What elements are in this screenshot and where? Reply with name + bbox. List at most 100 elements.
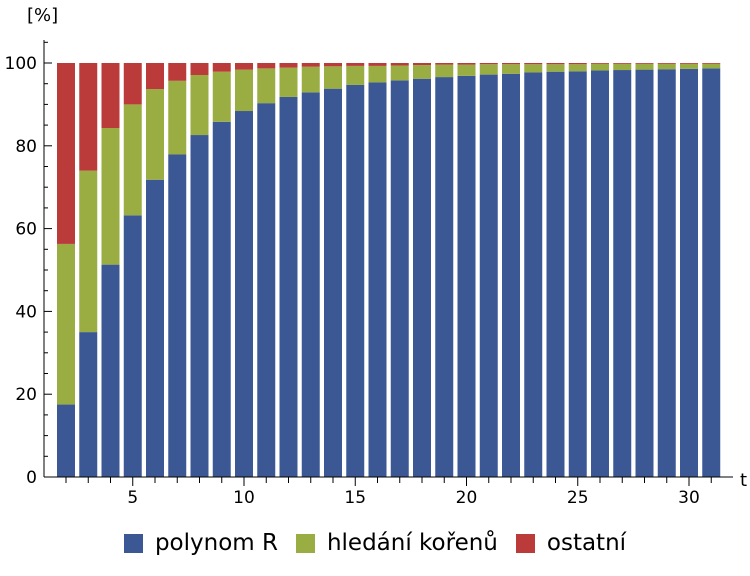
bar-polynom-r-18 — [413, 78, 431, 477]
bar-polynom-r-2 — [57, 404, 75, 477]
bar-ostatní-18 — [413, 63, 431, 66]
bar-polynom-r-8 — [190, 135, 209, 478]
bar-polynom-r-6 — [146, 179, 164, 477]
x-tick-label-15: 15 — [344, 488, 366, 508]
bar-hledání-kořenů-28 — [635, 63, 654, 70]
bar-polynom-r-28 — [635, 69, 654, 478]
bar-hledání-kořenů-12 — [279, 67, 298, 97]
bar-hledání-kořenů-25 — [568, 64, 587, 72]
bar-hledání-kořenů-7 — [168, 80, 187, 155]
bar-hledání-kořenů-9 — [212, 71, 231, 122]
legend-swatch-polynom-r — [123, 533, 143, 553]
bar-hledání-kořenů-4 — [101, 128, 120, 265]
y-tick-label-100: 100 — [5, 54, 37, 74]
legend-swatch-hledani-korenu — [295, 533, 315, 553]
bar-polynom-r-29 — [657, 69, 676, 478]
bar-hledání-kořenů-21 — [479, 64, 498, 75]
bar-ostatní-25 — [568, 63, 587, 65]
bar-ostatní-8 — [190, 63, 209, 76]
x-tick-label-25: 25 — [567, 488, 589, 508]
axes-group: 0 20 40 60 80 100 5 10 15 20 25 30 — [5, 40, 733, 508]
bar-ostatní-3 — [79, 63, 98, 171]
bar-ostatní-23 — [524, 63, 543, 65]
y-tick-label-80: 80 — [15, 137, 37, 157]
bar-polynom-r-3 — [79, 332, 98, 477]
bar-ostatní-6 — [146, 63, 164, 90]
bar-hledání-kořenů-2 — [57, 243, 75, 405]
bar-ostatní-11 — [257, 63, 276, 69]
bar-polynom-r-9 — [212, 121, 231, 477]
bar-hledání-kořenů-22 — [502, 64, 520, 74]
bar-polynom-r-20 — [457, 75, 476, 477]
bar-ostatní-12 — [279, 63, 298, 68]
x-axis-label: t — [740, 470, 747, 491]
bar-hledání-kořenů-8 — [190, 75, 209, 136]
bar-ostatní-15 — [346, 63, 365, 66]
bar-ostatní-13 — [301, 63, 320, 67]
bars-group — [57, 63, 721, 478]
y-tick-label-20: 20 — [15, 385, 37, 405]
bar-hledání-kořenů-18 — [413, 65, 431, 79]
bar-polynom-r-10 — [235, 111, 253, 478]
bar-polynom-r-21 — [479, 74, 498, 477]
bar-ostatní-29 — [657, 63, 676, 64]
bar-hledání-kořenů-29 — [657, 63, 676, 70]
y-tick-label-60: 60 — [15, 220, 37, 240]
bar-hledání-kořenů-26 — [591, 63, 609, 71]
x-tick-label-5: 5 — [127, 488, 138, 508]
legend-item-hledani-korenu: hledání kořenů — [295, 530, 498, 556]
bar-polynom-r-30 — [680, 68, 698, 478]
bar-polynom-r-31 — [702, 68, 721, 477]
bar-polynom-r-19 — [435, 77, 454, 477]
bar-hledání-kořenů-30 — [680, 63, 698, 69]
bar-hledání-kořenů-13 — [301, 66, 320, 93]
bar-ostatní-19 — [435, 63, 454, 65]
bar-hledání-kořenů-14 — [324, 66, 342, 89]
bar-polynom-r-23 — [524, 72, 543, 478]
bar-ostatní-2 — [57, 63, 75, 244]
bar-hledání-kořenů-17 — [390, 65, 409, 81]
bar-polynom-r-26 — [591, 70, 609, 477]
legend-label-ostatni: ostatní — [546, 530, 627, 556]
bar-ostatní-24 — [546, 63, 565, 65]
bar-hledání-kořenů-11 — [257, 68, 276, 104]
bar-hledání-kořenů-10 — [235, 69, 253, 112]
bar-polynom-r-5 — [123, 215, 142, 477]
bar-ostatní-30 — [680, 63, 698, 64]
x-tick-label-30: 30 — [678, 488, 700, 508]
legend-label-hledani-korenu: hledání kořenů — [326, 530, 498, 556]
bar-hledání-kořenů-3 — [79, 170, 98, 333]
bar-ostatní-31 — [702, 63, 721, 64]
bar-polynom-r-24 — [546, 71, 565, 477]
bar-polynom-r-7 — [168, 154, 187, 478]
bar-ostatní-7 — [168, 63, 187, 81]
x-tick-label-20: 20 — [456, 488, 478, 508]
bar-ostatní-5 — [123, 63, 142, 105]
bar-polynom-r-14 — [324, 88, 342, 478]
bar-ostatní-22 — [502, 63, 520, 65]
legend: polynom R hledání kořenů ostatní — [0, 530, 750, 556]
bar-hledání-kořenů-23 — [524, 64, 543, 73]
legend-item-ostatni: ostatní — [515, 530, 627, 556]
bar-ostatní-16 — [368, 63, 387, 66]
bar-ostatní-26 — [591, 63, 609, 64]
bar-ostatní-10 — [235, 63, 253, 70]
y-axis-label: [%] — [27, 5, 58, 26]
bar-hledání-kořenů-15 — [346, 65, 365, 85]
bar-hledání-kořenů-24 — [546, 64, 565, 72]
bar-polynom-r-25 — [568, 71, 587, 477]
bar-polynom-r-13 — [301, 92, 320, 477]
bar-polynom-r-22 — [502, 73, 520, 477]
bar-ostatní-20 — [457, 63, 476, 65]
bar-ostatní-14 — [324, 63, 342, 67]
bar-hledání-kořenů-19 — [435, 64, 454, 78]
legend-swatch-ostatni — [515, 533, 535, 553]
bar-polynom-r-15 — [346, 84, 365, 477]
bar-polynom-r-4 — [101, 264, 120, 477]
bar-hledání-kořenů-6 — [146, 89, 164, 180]
bar-hledání-kořenů-16 — [368, 65, 387, 83]
x-tick-label-10: 10 — [233, 488, 255, 508]
bar-ostatní-27 — [613, 63, 632, 64]
bar-polynom-r-12 — [279, 96, 298, 477]
